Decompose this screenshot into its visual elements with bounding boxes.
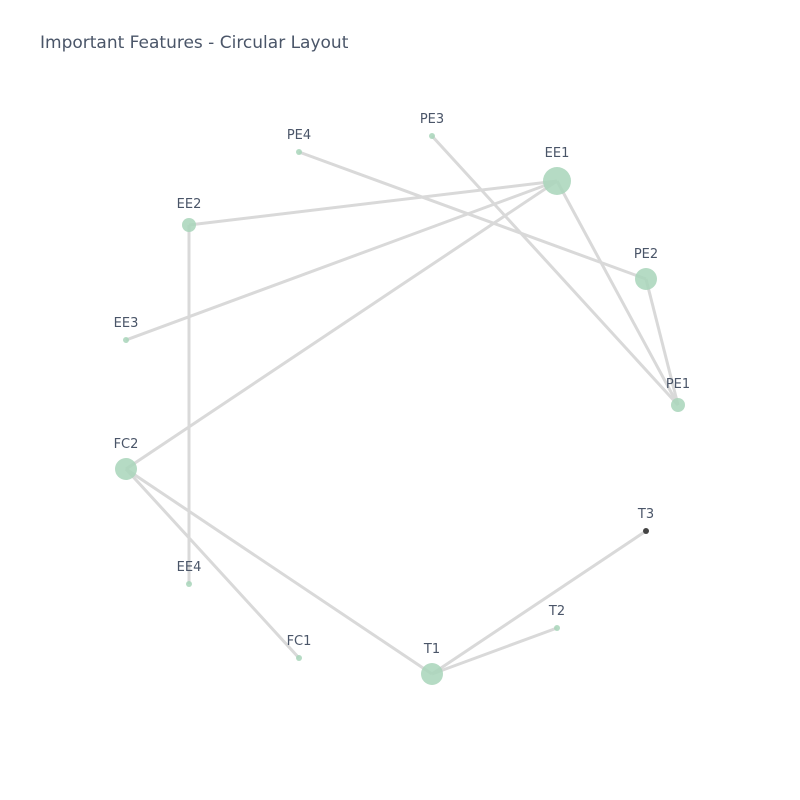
node-label-ee1: EE1 <box>545 146 570 161</box>
node-label-fc1: FC1 <box>287 634 312 649</box>
edges-layer <box>124 134 680 676</box>
node-label-pe3: PE3 <box>420 112 444 127</box>
node-label-ee2: EE2 <box>177 197 202 212</box>
labels-layer: EE1 PE2 PE1 T3 T2 T1 FC1 EE4 FC2 EE3 EE2 PE4 PE3 <box>114 112 691 657</box>
node-label-ee3: EE3 <box>114 316 139 331</box>
edge-ee1-ee2 <box>188 179 558 227</box>
edge-pe4-pe2 <box>298 150 647 281</box>
edge-ee1-pe1 <box>555 180 680 406</box>
node-label-ee4: EE4 <box>177 560 202 575</box>
edge-t1-t3 <box>431 529 647 676</box>
node-label-fc2: FC2 <box>114 437 139 452</box>
node-label-pe1: PE1 <box>666 377 690 392</box>
node-pe3[interactable] <box>429 133 435 139</box>
node-t3[interactable] <box>643 528 649 534</box>
node-fc2[interactable] <box>115 458 137 480</box>
node-label-t2: T2 <box>548 604 565 619</box>
node-ee2[interactable] <box>182 218 196 232</box>
node-label-t3: T3 <box>637 507 654 522</box>
edge-fc2-fc1 <box>124 467 301 660</box>
node-t1[interactable] <box>421 663 443 685</box>
edge-ee1-fc2 <box>125 179 558 471</box>
edge-fc2-t1 <box>125 467 433 676</box>
node-ee4[interactable] <box>186 581 192 587</box>
node-label-pe4: PE4 <box>287 128 311 143</box>
edge-ee1-ee3 <box>125 179 558 342</box>
node-pe2[interactable] <box>635 268 657 290</box>
node-label-t1: T1 <box>423 642 440 657</box>
edge-pe2-pe1 <box>644 278 680 406</box>
nodes-layer <box>115 133 685 685</box>
edge-pe3-pe1 <box>430 134 680 407</box>
node-ee3[interactable] <box>123 337 129 343</box>
node-label-pe2: PE2 <box>634 247 658 262</box>
node-fc1[interactable] <box>296 655 302 661</box>
node-t2[interactable] <box>554 625 560 631</box>
node-ee1[interactable] <box>543 167 571 195</box>
node-pe1[interactable] <box>671 398 685 412</box>
node-pe4[interactable] <box>296 149 302 155</box>
edge-t1-t2 <box>431 626 558 676</box>
page-title: Important Features - Circular Layout <box>40 33 349 53</box>
